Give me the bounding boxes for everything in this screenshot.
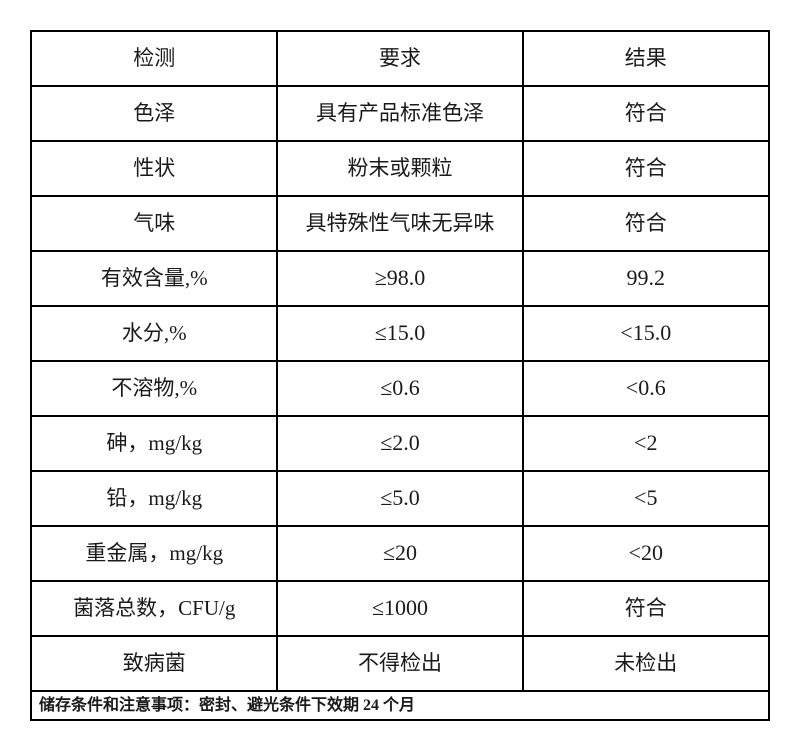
cell-requirement: ≤1000 bbox=[276, 580, 524, 637]
cell-test: 菌落总数，CFU/g bbox=[29, 580, 279, 637]
cell-result: 符合 bbox=[521, 85, 770, 142]
cell-test: 气味 bbox=[29, 195, 279, 252]
footer-row: 储存条件和注意事项：密封、避光条件下效期 24 个月 bbox=[30, 690, 770, 721]
cell-requirement: ≤5.0 bbox=[276, 470, 524, 527]
cell-test: 水分,% bbox=[29, 305, 279, 362]
cell-requirement: ≤20 bbox=[276, 525, 524, 582]
cell-test: 不溶物,% bbox=[29, 360, 279, 417]
table-row: 性状 粉末或颗粒 符合 bbox=[29, 140, 770, 197]
cell-test: 性状 bbox=[29, 140, 279, 197]
cell-result: <2 bbox=[521, 415, 770, 472]
cell-test: 重金属，mg/kg bbox=[29, 525, 279, 582]
table-row: 气味 具特殊性气味无异味 符合 bbox=[29, 195, 770, 252]
storage-note: 储存条件和注意事项：密封、避光条件下效期 24 个月 bbox=[30, 690, 770, 721]
table-row: 菌落总数，CFU/g ≤1000 符合 bbox=[29, 580, 770, 637]
cell-requirement: ≤15.0 bbox=[276, 305, 524, 362]
table-row: 砷，mg/kg ≤2.0 <2 bbox=[29, 415, 770, 472]
table-row: 有效含量,% ≥98.0 99.2 bbox=[29, 250, 770, 307]
cell-requirement: 粉末或颗粒 bbox=[276, 140, 524, 197]
cell-requirement: 具有产品标准色泽 bbox=[276, 85, 524, 142]
column-header-test: 检测 bbox=[29, 30, 279, 87]
cell-requirement: 不得检出 bbox=[276, 635, 524, 692]
cell-test: 色泽 bbox=[29, 85, 279, 142]
table-body: 色泽 具有产品标准色泽 符合 性状 粉末或颗粒 符合 气味 具特殊性气味无异味 符合 有效含量,%… bbox=[29, 85, 770, 692]
cell-result: 符合 bbox=[521, 140, 770, 197]
table-row: 不溶物,% ≤0.6 <0.6 bbox=[29, 360, 770, 417]
cell-requirement: ≤0.6 bbox=[276, 360, 524, 417]
table-row: 重金属，mg/kg ≤20 <20 bbox=[29, 525, 770, 582]
cell-result: 99.2 bbox=[521, 250, 770, 307]
header-row: 检测 要求 结果 bbox=[29, 30, 770, 87]
cell-requirement: 具特殊性气味无异味 bbox=[276, 195, 524, 252]
column-header-result: 结果 bbox=[521, 30, 770, 87]
cell-result: 符合 bbox=[521, 195, 770, 252]
table-row: 致病菌 不得检出 未检出 bbox=[29, 635, 770, 692]
inspection-table: 检测 要求 结果 色泽 具有产品标准色泽 符合 性状 粉末或颗粒 符合 气味 具特殊性气味无异… bbox=[29, 30, 770, 721]
table-row: 铅，mg/kg ≤5.0 <5 bbox=[29, 470, 770, 527]
cell-requirement: ≤2.0 bbox=[276, 415, 524, 472]
cell-result: 符合 bbox=[521, 580, 770, 637]
cell-result: <0.6 bbox=[521, 360, 770, 417]
table-row: 色泽 具有产品标准色泽 符合 bbox=[29, 85, 770, 142]
column-header-requirement: 要求 bbox=[276, 30, 524, 87]
cell-result: <5 bbox=[521, 470, 770, 527]
table-row: 水分,% ≤15.0 <15.0 bbox=[29, 305, 770, 362]
cell-result: <20 bbox=[521, 525, 770, 582]
cell-test: 铅，mg/kg bbox=[29, 470, 279, 527]
cell-test: 致病菌 bbox=[29, 635, 279, 692]
cell-test: 有效含量,% bbox=[29, 250, 279, 307]
cell-requirement: ≥98.0 bbox=[276, 250, 524, 307]
cell-result: <15.0 bbox=[521, 305, 770, 362]
cell-test: 砷，mg/kg bbox=[29, 415, 279, 472]
cell-result: 未检出 bbox=[521, 635, 770, 692]
